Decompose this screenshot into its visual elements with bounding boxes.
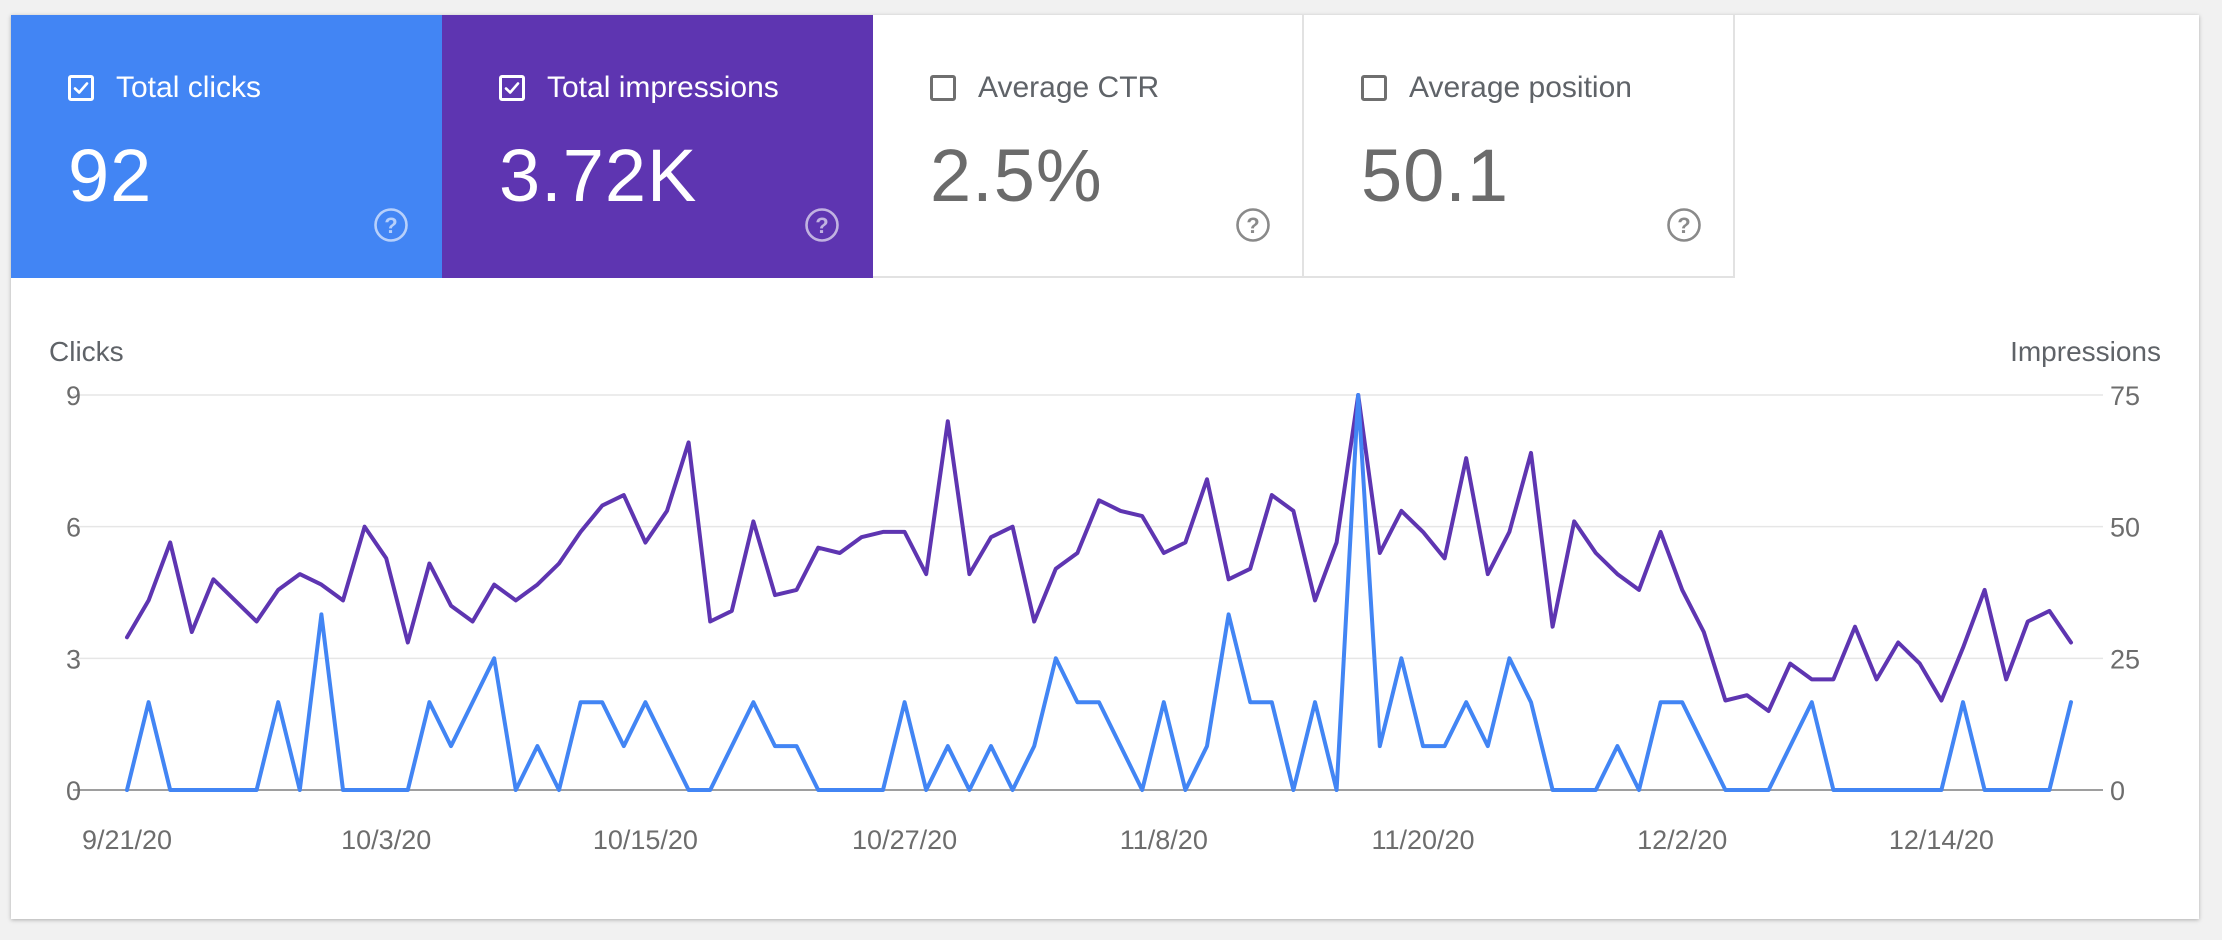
metric-label: Average position — [1409, 71, 1632, 104]
checkbox-icon[interactable] — [930, 75, 956, 101]
metric-card-average-ctr[interactable]: Average CTR 2.5% ? — [873, 15, 1304, 278]
metric-label: Average CTR — [978, 71, 1160, 104]
metric-card-total-clicks[interactable]: Total clicks 92 ? — [11, 15, 442, 278]
x-tick-label: 12/14/20 — [1889, 825, 1994, 855]
metric-value: 2.5% — [930, 134, 1103, 217]
left-tick-label: 0 — [66, 776, 81, 806]
series-line-clicks — [125, 393, 2073, 792]
performance-card: 0 3 6 9 0 25 50 75 Clicks Impressions 9/21/20 10/3/… — [11, 15, 2199, 919]
help-icon[interactable]: ? — [1666, 207, 1702, 243]
left-tick-label: 3 — [66, 644, 81, 674]
metric-value: 92 — [68, 134, 153, 217]
help-icon[interactable]: ? — [373, 207, 409, 243]
right-tick-label: 50 — [2110, 513, 2140, 543]
svg-text:?: ? — [1246, 213, 1259, 238]
checkbox-icon[interactable] — [499, 75, 525, 101]
checkbox-icon[interactable] — [68, 75, 94, 101]
x-tick-label: 10/15/20 — [593, 825, 698, 855]
right-axis-label: Impressions — [2010, 336, 2161, 367]
metric-card-total-impressions[interactable]: Total impressions 3.72K ? — [442, 15, 873, 278]
left-tick-label: 9 — [66, 381, 81, 411]
right-tick-label: 25 — [2110, 644, 2140, 674]
metric-label: Total clicks — [116, 71, 262, 104]
right-tick-label: 0 — [2110, 776, 2125, 806]
metric-card-average-position[interactable]: Average position 50.1 ? — [1304, 15, 1735, 278]
svg-text:?: ? — [1677, 213, 1690, 238]
svg-text:?: ? — [384, 213, 397, 238]
checkbox-icon[interactable] — [1361, 75, 1387, 101]
help-icon[interactable]: ? — [1235, 207, 1271, 243]
metric-tabs: Total clicks 92 ? Total impressions 3.72… — [11, 15, 1735, 278]
x-tick-label: 10/27/20 — [852, 825, 957, 855]
performance-chart: 0 3 6 9 0 25 50 75 Clicks Impressions 9/21/20 10/3/… — [49, 336, 2161, 855]
series-line-impressions — [125, 393, 2073, 713]
x-tick-label: 10/3/20 — [341, 825, 431, 855]
left-axis-label: Clicks — [49, 336, 124, 367]
right-tick-label: 75 — [2110, 381, 2140, 411]
svg-text:?: ? — [815, 213, 828, 238]
x-tick-label: 12/2/20 — [1637, 825, 1727, 855]
metric-value: 50.1 — [1361, 134, 1510, 217]
metric-value: 3.72K — [499, 134, 698, 217]
left-tick-label: 6 — [66, 513, 81, 543]
x-tick-label: 9/21/20 — [82, 825, 172, 855]
x-tick-label: 11/8/20 — [1120, 825, 1208, 855]
help-icon[interactable]: ? — [804, 207, 840, 243]
metric-label: Total impressions — [547, 71, 779, 104]
x-tick-label: 11/20/20 — [1371, 825, 1474, 855]
